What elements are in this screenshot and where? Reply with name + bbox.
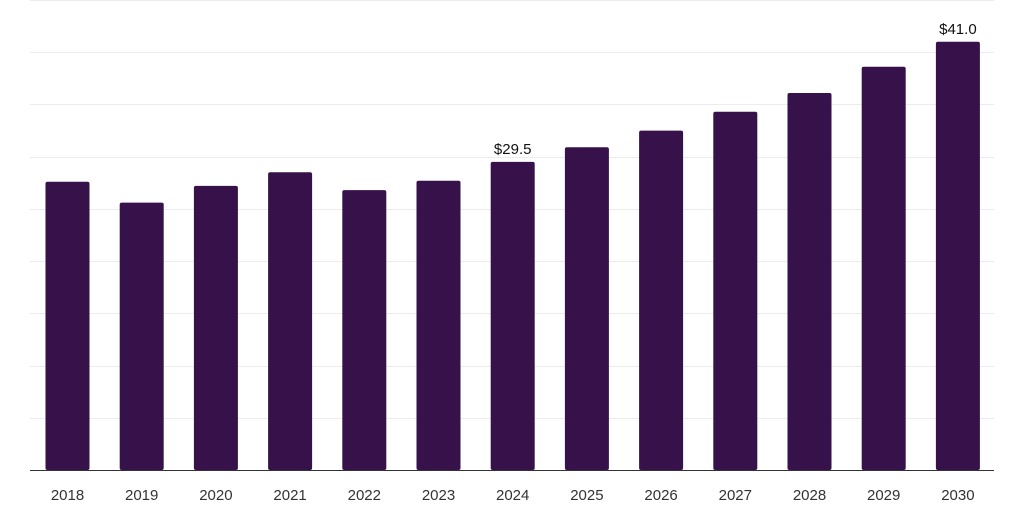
bar-2029 bbox=[861, 66, 906, 471]
bar-2023 bbox=[416, 180, 461, 470]
x-tick-label-2021: 2021 bbox=[273, 487, 306, 504]
bar-2027 bbox=[713, 111, 758, 471]
data-label-2024: $29.5 bbox=[494, 141, 532, 158]
x-tick-label-2018: 2018 bbox=[51, 487, 84, 504]
bar-2022 bbox=[342, 190, 387, 470]
bar-2026 bbox=[639, 130, 684, 470]
bar-2019 bbox=[119, 202, 164, 470]
x-tick-label-2020: 2020 bbox=[199, 487, 232, 504]
x-axis-tick-labels: 2018 2019 2020 2021 2022 2023 2024 2025 2026 2027… bbox=[51, 487, 975, 504]
x-tick-label-2019: 2019 bbox=[125, 487, 158, 504]
bar-2025 bbox=[564, 147, 609, 471]
bars bbox=[45, 41, 980, 471]
bar-2018 bbox=[45, 181, 90, 470]
x-tick-label-2029: 2029 bbox=[867, 487, 900, 504]
x-tick-label-2024: 2024 bbox=[496, 487, 529, 504]
x-tick-label-2025: 2025 bbox=[570, 487, 603, 504]
bar-2030 bbox=[935, 41, 980, 471]
x-tick-label-2022: 2022 bbox=[348, 487, 381, 504]
bar-2028 bbox=[787, 93, 832, 470]
data-label-2030: $41.0 bbox=[939, 21, 977, 38]
bar-2020 bbox=[193, 185, 238, 470]
x-tick-label-2027: 2027 bbox=[719, 487, 752, 504]
bar-2024 bbox=[490, 161, 535, 470]
data-labels: $29.5 $41.0 bbox=[494, 21, 977, 158]
x-tick-label-2028: 2028 bbox=[793, 487, 826, 504]
x-tick-label-2026: 2026 bbox=[644, 487, 677, 504]
x-tick-label-2023: 2023 bbox=[422, 487, 455, 504]
bar-2021 bbox=[268, 172, 313, 471]
x-tick-label-2030: 2030 bbox=[941, 487, 974, 504]
